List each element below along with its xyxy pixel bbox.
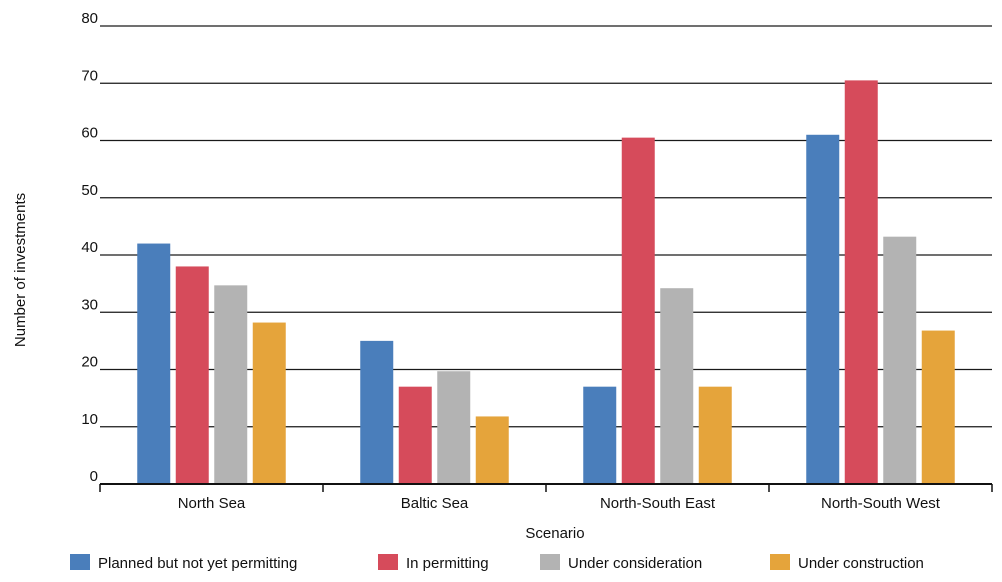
bar: [844, 80, 878, 484]
bar: [252, 322, 286, 484]
legend: Planned but not yet permitting In permitt…: [70, 554, 924, 572]
x-axis: [99, 483, 993, 492]
y-tick-label: 70: [81, 67, 98, 84]
bar: [921, 330, 955, 484]
y-tick-label: 10: [81, 411, 98, 428]
bar: [883, 236, 917, 484]
bars: [137, 80, 955, 484]
x-category-label: North-South East: [600, 495, 716, 512]
gridlines: [100, 25, 992, 428]
y-tick-label: 20: [81, 354, 98, 371]
bar: [175, 266, 209, 484]
x-category-label: Baltic Sea: [401, 495, 469, 512]
y-tick-label: 60: [81, 125, 98, 142]
bar: [660, 288, 694, 484]
y-axis-ticks: 0 10 20 30 40 50 60 70 80: [81, 10, 98, 485]
y-tick-label: 80: [81, 10, 98, 27]
y-axis-title: Number of investments: [12, 193, 29, 347]
x-category-label: North-South West: [821, 495, 941, 512]
bar: [398, 386, 432, 484]
legend-swatch: [378, 554, 398, 570]
legend-swatch: [770, 554, 790, 570]
y-tick-label: 40: [81, 239, 98, 256]
bar: [214, 285, 248, 484]
legend-swatch: [540, 554, 560, 570]
y-tick-label: 50: [81, 182, 98, 199]
bar: [698, 386, 732, 484]
bar: [621, 137, 655, 484]
legend-label: In permitting: [406, 555, 489, 572]
bar: [806, 134, 840, 484]
bar: [437, 371, 471, 484]
bar: [137, 243, 171, 484]
legend-swatch: [70, 554, 90, 570]
bar: [360, 340, 394, 484]
x-category-label: North Sea: [178, 495, 246, 512]
legend-label: Under consideration: [568, 555, 702, 572]
bar: [583, 386, 617, 484]
legend-label: Under construction: [798, 555, 924, 572]
bar: [475, 416, 509, 484]
legend-label: Planned but not yet permitting: [98, 555, 297, 572]
y-tick-label: 30: [81, 296, 98, 313]
category-labels: North Sea Baltic Sea North-South East North…: [178, 495, 941, 512]
x-axis-title: Scenario: [525, 525, 584, 542]
y-tick-label: 0: [90, 468, 98, 485]
